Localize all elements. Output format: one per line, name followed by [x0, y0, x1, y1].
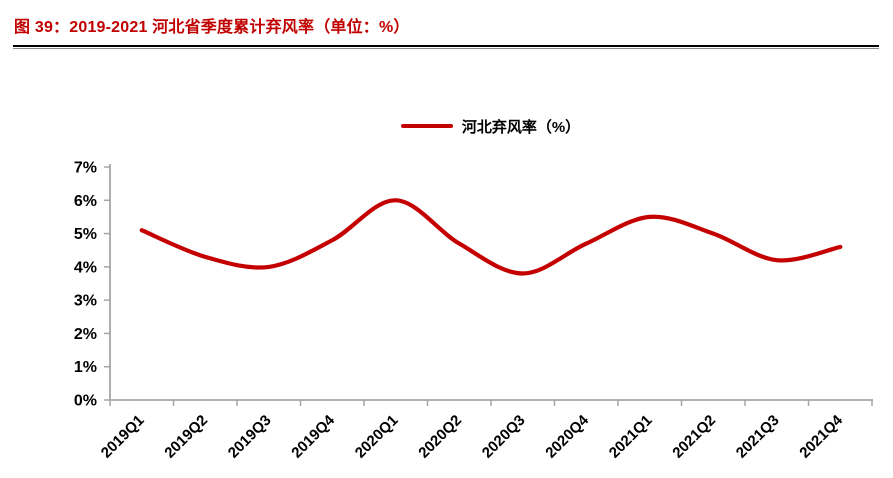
y-tick-label: 0%: [74, 393, 97, 410]
y-tick-label: 1%: [74, 359, 97, 376]
y-tick-label: 4%: [74, 259, 97, 276]
figure-title: 图 39：2019-2021 河北省季度累计弃风率（单位：%）: [14, 19, 410, 36]
legend-label: 河北弃风率（%）: [461, 118, 581, 136]
x-tick-label: 2021Q2: [669, 412, 719, 462]
y-tick-label: 2%: [74, 326, 97, 343]
x-tick-label: 2020Q2: [415, 412, 465, 462]
x-tick-label: 2019Q1: [98, 412, 148, 462]
x-tick-label: 2021Q3: [733, 412, 783, 462]
title-separator: [13, 45, 879, 49]
x-tick-label: 2019Q4: [288, 411, 338, 461]
x-tick-label: 2020Q4: [542, 411, 592, 461]
x-tick-label: 2021Q4: [796, 411, 846, 461]
y-tick-label: 7%: [74, 160, 97, 177]
y-tick-label: 6%: [74, 193, 97, 210]
x-tick-label: 2019Q2: [161, 412, 211, 462]
x-tick-label: 2020Q1: [352, 412, 402, 462]
legend-line-marker: [400, 124, 453, 128]
curtailment-rate-line: [139, 198, 843, 276]
y-tick-label: 5%: [74, 226, 97, 243]
chart-legend: 河北弃风率（%）: [108, 116, 873, 136]
x-tick-label: 2021Q1: [606, 412, 656, 462]
y-tick-label: 3%: [74, 293, 97, 310]
x-tick-label: 2020Q3: [479, 412, 529, 462]
x-tick-label: 2019Q3: [225, 412, 275, 462]
